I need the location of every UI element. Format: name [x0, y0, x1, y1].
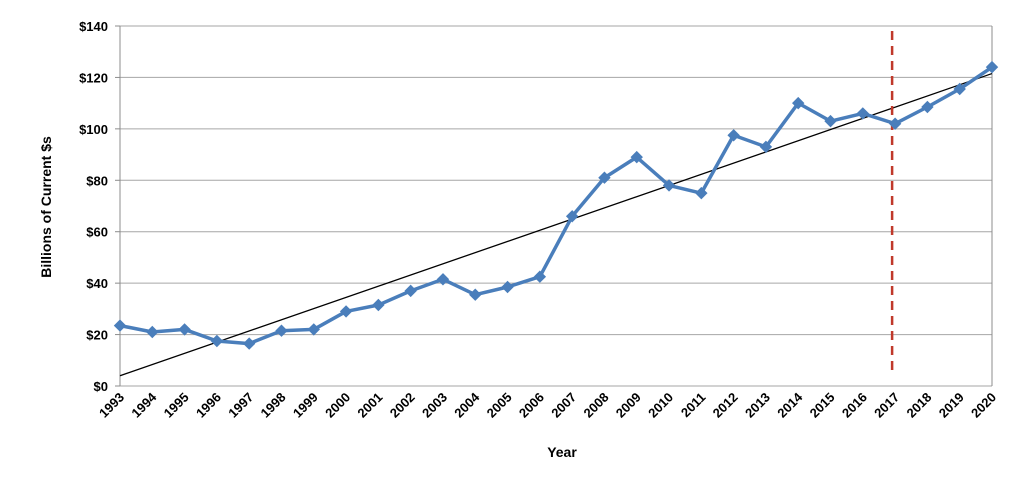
y-tick-label: $20	[86, 328, 108, 343]
x-tick-label: 2004	[451, 389, 483, 421]
x-tick-label: 2009	[613, 390, 644, 421]
data-point	[372, 298, 385, 312]
data-point	[501, 280, 514, 294]
x-tick-label: 2016	[839, 390, 870, 421]
y-tick-label: $0	[94, 379, 108, 394]
x-tick-label: 2008	[581, 390, 612, 421]
x-tick-label: 2014	[774, 389, 806, 421]
data-point	[113, 319, 127, 332]
data-point	[469, 288, 482, 301]
y-tick-label: $120	[79, 70, 108, 85]
x-tick-label: 2001	[354, 390, 385, 421]
trendline	[119, 72, 993, 377]
data-point	[888, 117, 902, 130]
x-tick-label: 1999	[290, 390, 321, 421]
data-point	[307, 323, 320, 336]
series-group	[113, 60, 999, 350]
data-point	[598, 171, 611, 184]
y-axis-title: Billions of Current $s	[38, 136, 54, 278]
x-tick-label: 2020	[968, 390, 999, 421]
y-tick-label: $140	[79, 19, 108, 34]
y-tick-label: $60	[86, 225, 108, 240]
data-point	[953, 82, 966, 96]
x-tick-label: 2010	[645, 390, 676, 421]
x-tick-label: 2007	[548, 390, 579, 421]
data-point	[146, 325, 159, 339]
data-point	[178, 323, 191, 336]
data-point	[727, 129, 740, 142]
series-line	[119, 65, 993, 346]
data-point	[662, 179, 676, 192]
data-point	[792, 96, 805, 110]
data-point	[275, 324, 288, 337]
x-axis-title: Year	[547, 444, 577, 460]
x-tick-label: 1996	[193, 390, 224, 421]
x-tick-label: 2013	[742, 390, 773, 421]
x-tick-label: 1993	[96, 390, 127, 421]
x-tick-label: 2019	[936, 390, 967, 421]
x-tick-label: 1995	[161, 390, 192, 421]
data-point	[242, 337, 256, 350]
data-point	[210, 334, 224, 348]
data-point	[339, 305, 353, 318]
y-tick-label: $80	[86, 173, 108, 188]
y-tick-label: $40	[86, 276, 108, 291]
gridlines	[115, 25, 993, 387]
x-tick-label: 2005	[484, 390, 515, 421]
x-tick-label: 2002	[387, 390, 418, 421]
x-tick-label: 2018	[903, 390, 934, 421]
x-axis-tick-labels: 1993 1994 1995 1996 1997 1998 1999 2000 2001 2002…	[96, 389, 999, 421]
y-tick-label: $100	[79, 122, 108, 137]
data-point	[404, 284, 417, 298]
data-point	[759, 140, 773, 154]
data-point	[565, 210, 579, 223]
data-point	[856, 107, 870, 120]
data-point	[824, 114, 837, 128]
x-tick-label: 1997	[225, 390, 256, 421]
x-tick-label: 1994	[128, 389, 160, 421]
data-point	[921, 100, 934, 114]
x-tick-label: 2017	[871, 390, 902, 421]
x-tick-label: 2006	[516, 390, 547, 421]
data-point	[533, 270, 547, 283]
y-axis-tick-labels: $0 $20 $40 $60 $80 $100 $120 $140	[79, 19, 108, 394]
data-point	[630, 150, 643, 164]
trendline-group	[119, 72, 993, 377]
x-tick-label: 1998	[258, 390, 289, 421]
data-point	[436, 273, 450, 286]
x-tick-label: 2015	[807, 390, 838, 421]
data-point	[695, 186, 708, 200]
x-tick-label: 2003	[419, 390, 450, 421]
data-point	[985, 60, 999, 74]
x-tick-label: 2000	[322, 390, 353, 421]
x-tick-label: 2011	[678, 390, 709, 421]
x-tick-label: 2012	[710, 390, 741, 421]
